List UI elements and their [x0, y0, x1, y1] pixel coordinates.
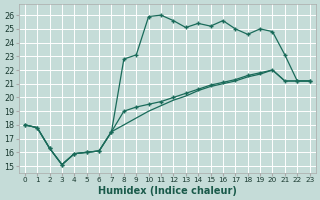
X-axis label: Humidex (Indice chaleur): Humidex (Indice chaleur)	[98, 186, 237, 196]
